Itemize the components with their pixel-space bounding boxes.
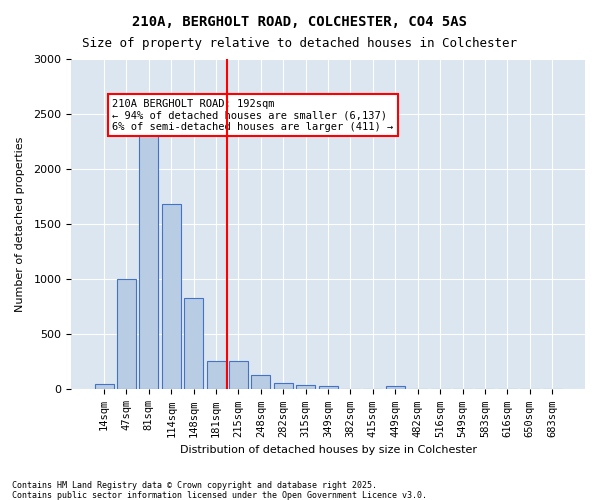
Bar <box>386 386 405 390</box>
Bar <box>274 384 293 390</box>
Y-axis label: Number of detached properties: Number of detached properties <box>15 136 25 312</box>
Bar <box>95 384 113 390</box>
Bar <box>139 114 158 390</box>
Text: Contains public sector information licensed under the Open Government Licence v3: Contains public sector information licen… <box>12 491 427 500</box>
Text: 210A BERGHOLT ROAD: 192sqm
← 94% of detached houses are smaller (6,137)
6% of se: 210A BERGHOLT ROAD: 192sqm ← 94% of deta… <box>112 98 394 132</box>
Bar <box>251 375 271 390</box>
Bar <box>184 298 203 390</box>
Bar <box>229 361 248 390</box>
Bar <box>319 386 338 390</box>
X-axis label: Distribution of detached houses by size in Colchester: Distribution of detached houses by size … <box>179 445 476 455</box>
Bar <box>206 361 226 390</box>
Text: 210A, BERGHOLT ROAD, COLCHESTER, CO4 5AS: 210A, BERGHOLT ROAD, COLCHESTER, CO4 5AS <box>133 15 467 29</box>
Bar <box>296 385 315 390</box>
Bar <box>117 280 136 390</box>
Text: Contains HM Land Registry data © Crown copyright and database right 2025.: Contains HM Land Registry data © Crown c… <box>12 481 377 490</box>
Text: Size of property relative to detached houses in Colchester: Size of property relative to detached ho… <box>83 38 517 51</box>
Bar <box>162 204 181 390</box>
